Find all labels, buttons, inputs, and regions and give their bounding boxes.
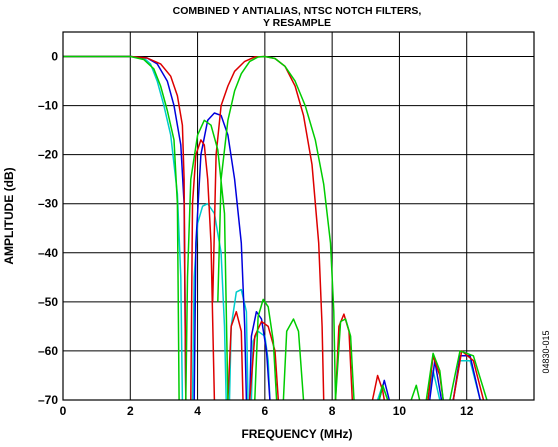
x-tick-label: 10	[393, 404, 407, 418]
x-tick-label: 0	[60, 404, 67, 418]
y-tick-labels: 0 –10 –20 –30 –40 –50 –60 –70	[38, 50, 58, 407]
y-tick-label: –40	[38, 246, 58, 260]
x-tick-label: 8	[329, 404, 336, 418]
figure-id: 04830-015	[541, 330, 551, 373]
plot-area	[63, 55, 488, 400]
chart-title-line-2: Y RESAMPLE	[263, 17, 331, 29]
y-tick-label: –20	[38, 148, 58, 162]
x-tick-label: 4	[194, 404, 201, 418]
y-tick-label: –70	[38, 393, 58, 407]
y-tick-label: –30	[38, 197, 58, 211]
y-tick-label: 0	[51, 50, 58, 64]
x-tick-label: 2	[127, 404, 134, 418]
y-tick-label: –60	[38, 344, 58, 358]
series-line-4	[63, 55, 488, 400]
series-line-1	[63, 55, 481, 400]
x-tick-label: 6	[262, 404, 269, 418]
chart-title-line-1: COMBINED Y ANTIALIAS, NTSC NOTCH FILTERS…	[173, 5, 422, 17]
x-tick-label: 12	[460, 404, 474, 418]
x-axis-label: FREQUENCY (MHz)	[241, 427, 352, 441]
series-line-2	[63, 55, 481, 400]
plot-frame	[62, 31, 535, 401]
y-axis-label: AMPLITUDE (dB)	[2, 167, 16, 264]
x-tick-labels: 0 2 4 6 8 10 12	[60, 404, 474, 418]
grid	[63, 32, 534, 400]
y-tick-label: –10	[38, 99, 58, 113]
y-tick-label: –50	[38, 295, 58, 309]
